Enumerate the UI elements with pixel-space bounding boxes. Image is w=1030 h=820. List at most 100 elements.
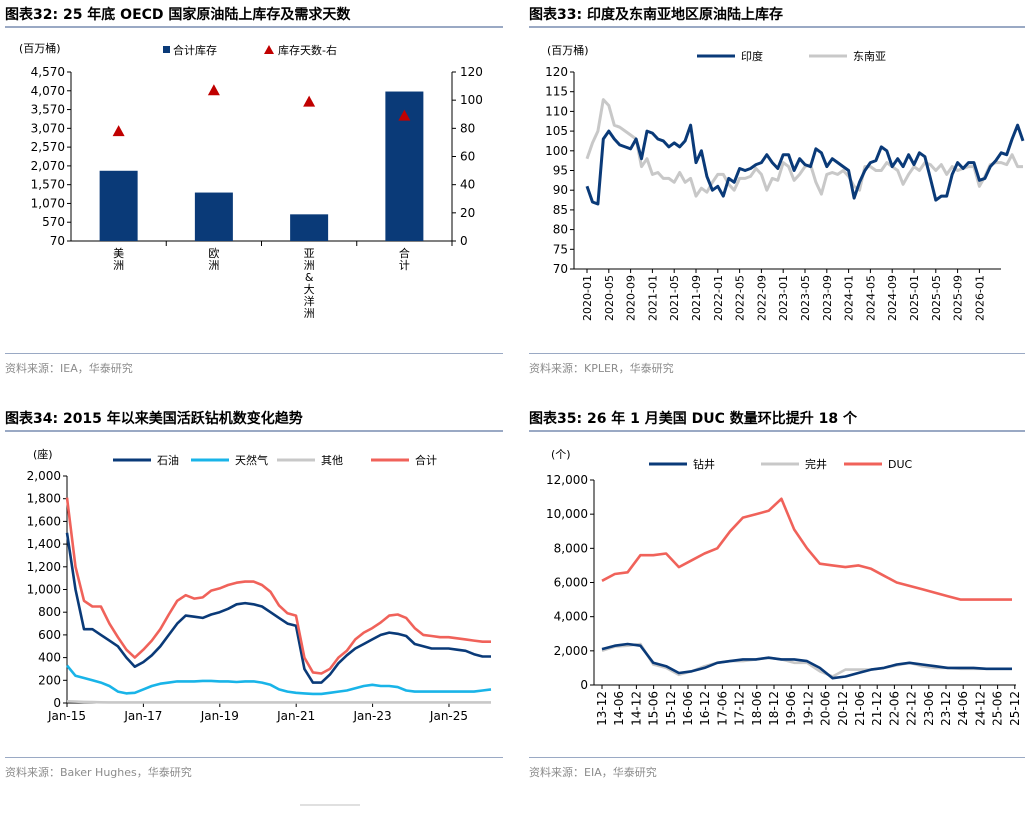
- y-tick-label-left: 1,070: [31, 196, 65, 210]
- y-tick-label: 400: [38, 651, 61, 665]
- legend-india-label: 印度: [741, 49, 763, 63]
- y-tick-label-left: 1,570: [31, 178, 65, 192]
- category-label: 洲: [304, 307, 315, 320]
- x-tick-label: 25-06: [991, 691, 1005, 726]
- y-tick-label: 10,000: [546, 507, 588, 521]
- category-label: 亚: [304, 247, 315, 260]
- legend-2-label: 其他: [321, 454, 343, 467]
- y-tick-label: 800: [38, 605, 61, 619]
- x-tick-label: 23-06: [922, 691, 936, 726]
- source-rule: [5, 353, 503, 354]
- y-tick-label: 85: [553, 203, 568, 217]
- x-tick-label: 2020-09: [625, 275, 638, 321]
- title-rule: [5, 430, 503, 432]
- source-rule: [529, 353, 1025, 354]
- category-label: 合: [399, 246, 410, 260]
- y-tick-label-right: 20: [460, 206, 475, 220]
- y-tick-label: 6,000: [554, 576, 588, 590]
- y-tick-label-right: 40: [460, 178, 475, 192]
- x-tick-label: 2024-09: [886, 275, 899, 321]
- x-tick-label: 2023-09: [821, 275, 834, 321]
- x-tick-label: Jan-21: [276, 709, 315, 723]
- panel-title: 图表35: 26 年 1 月美国 DUC 数量环比提升 18 个: [529, 411, 858, 427]
- x-tick-label: 15-12: [664, 691, 678, 726]
- y-tick-label-right: 100: [460, 93, 483, 107]
- x-tick-label: 24-12: [973, 691, 987, 726]
- y-unit-label: (个): [551, 448, 571, 461]
- legend-marker-swatch: [264, 45, 274, 54]
- x-tick-label: 2025-05: [930, 275, 943, 321]
- x-tick-label: 2022-05: [734, 275, 747, 321]
- y-tick-label-left: 2,070: [31, 159, 65, 173]
- y-tick-label: 8,000: [554, 541, 588, 555]
- y-tick-label-right: 80: [460, 121, 475, 135]
- x-tick-label: 2021-09: [690, 275, 703, 321]
- x-tick-label: 2021-05: [668, 275, 681, 321]
- x-tick-label: 2022-01: [712, 275, 725, 321]
- x-tick-label: 24-06: [956, 691, 970, 726]
- y-tick-label: 115: [545, 85, 568, 99]
- y-tick-label: 12,000: [546, 473, 588, 487]
- legend-1-label: 完井: [805, 457, 827, 471]
- legend-3-label: 合计: [415, 453, 437, 467]
- y-tick-label: 4,000: [554, 610, 588, 624]
- y-tick-label: 2,000: [27, 469, 61, 483]
- panel-us-rig-count: 图表34: 2015 年以来美国活跃钻机数变化趋势 (座) 2,000 1,800 1…: [5, 408, 503, 788]
- source-note: 资料来源：IEA，华泰研究: [5, 362, 133, 375]
- legend-1-label: 天然气: [235, 453, 268, 467]
- marker-triangle: [112, 125, 125, 137]
- x-tick-label: 21-12: [870, 691, 884, 726]
- legend-bar-swatch: [163, 46, 170, 53]
- title-rule: [529, 26, 1025, 28]
- x-tick-label: Jan-15: [47, 709, 86, 723]
- y-tick-label: 70: [553, 262, 568, 276]
- x-tick-label: 18-12: [767, 691, 781, 726]
- x-tick-label: 18-06: [750, 691, 764, 726]
- category-label: 大: [304, 282, 315, 296]
- source-note: 资料来源：Baker Hughes，华泰研究: [5, 766, 192, 779]
- y-unit-label: (百万桶): [547, 43, 589, 57]
- category-label: &: [305, 271, 314, 284]
- legend-sea-label: 东南亚: [853, 50, 886, 63]
- y-tick-label: 1,800: [27, 492, 61, 506]
- x-tick-label: 14-06: [612, 691, 626, 726]
- y-tick-label-left: 2,570: [31, 140, 65, 154]
- category-label: 洲: [208, 259, 219, 272]
- panel-india-sea-inventory: 图表33: 印度及东南亚地区原油陆上库存 (百万桶) 120 115 110 105 10…: [529, 4, 1025, 384]
- source-rule: [529, 757, 1025, 758]
- chart-oecd-inventory: (百万桶) 4,570 4,070 3,570 3,070 2,570 2,070 1,570…: [19, 41, 483, 320]
- x-tick-label: 20-12: [836, 691, 850, 726]
- source-note: 资料来源：KPLER，华泰研究: [529, 362, 674, 375]
- y-tick-label-left: 70: [50, 234, 65, 248]
- chart-us-rig-count: (座) 2,000 1,800 1,600 1,400 1,200 1,000 800 600 4…: [27, 447, 492, 723]
- legend-0-label: 石油: [157, 453, 179, 467]
- x-tick-label: 22-06: [887, 691, 901, 726]
- x-tick-label: 2020-01: [581, 275, 594, 321]
- y-tick-label: 95: [553, 164, 568, 178]
- x-tick-label: Jan-17: [123, 709, 162, 723]
- x-tick-label: 19-06: [784, 691, 798, 726]
- y-tick-label-left: 4,570: [31, 65, 65, 79]
- x-tick-label: 15-06: [647, 691, 661, 726]
- y-unit-label: (座): [33, 447, 53, 461]
- y-tick-label: 0: [580, 678, 588, 692]
- legend-2-label: DUC: [888, 458, 913, 471]
- x-tick-label: 17-06: [715, 691, 729, 726]
- y-tick-label: 1,600: [27, 514, 61, 528]
- series-line-1: [585, 98, 1023, 198]
- bar: [290, 214, 329, 241]
- title-rule: [5, 26, 503, 28]
- y-tick-label-right: 120: [460, 65, 483, 79]
- y-tick-label: 80: [553, 223, 568, 237]
- x-tick-label: 25-12: [1008, 691, 1022, 726]
- x-tick-label: Jan-23: [353, 709, 392, 723]
- x-tick-label: 2024-01: [843, 275, 856, 321]
- footer-divider: [300, 804, 360, 806]
- x-tick-label: 13-12: [595, 691, 609, 726]
- panel-title: 图表32: 25 年底 OECD 国家原油陆上库存及需求天数: [5, 7, 351, 23]
- x-tick-label: 2025-01: [908, 275, 921, 321]
- chart-us-duc: (个) 12,000 10,000 8,000 6,000 4,000 2,000 0 13-1…: [546, 448, 1022, 726]
- y-tick-label-left: 3,570: [31, 103, 65, 117]
- y-tick-label: 0: [53, 696, 61, 710]
- panel-us-duc: 图表35: 26 年 1 月美国 DUC 数量环比提升 18 个 (个) 12,0…: [529, 408, 1025, 788]
